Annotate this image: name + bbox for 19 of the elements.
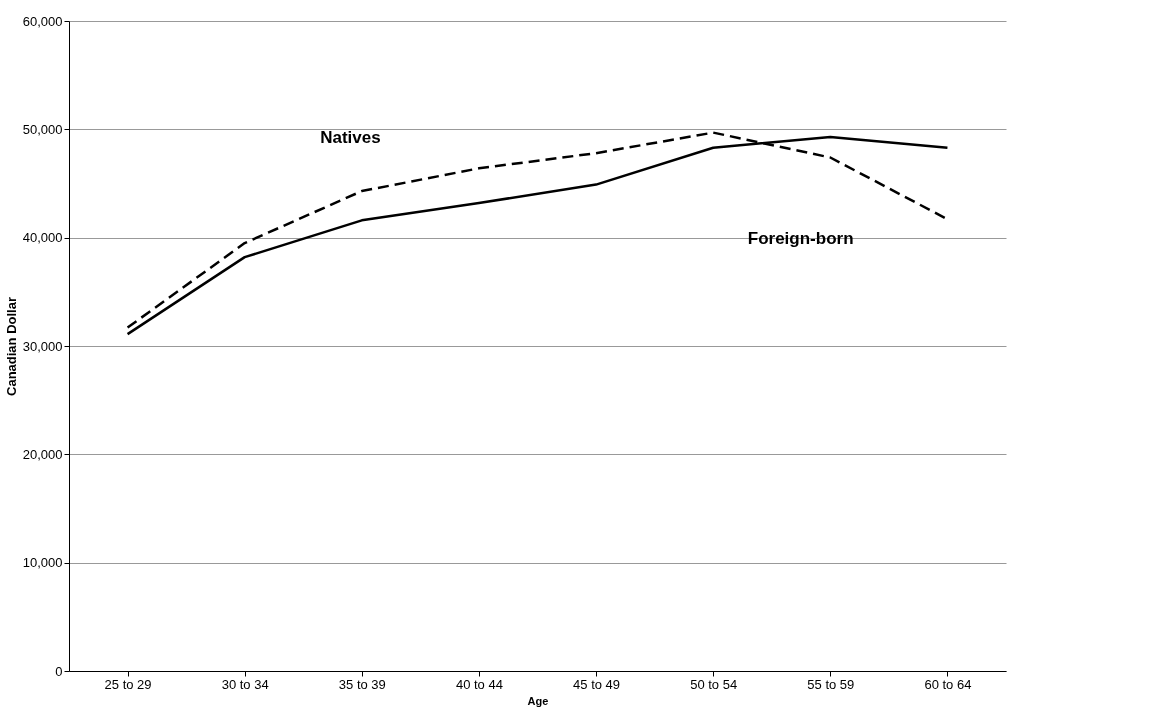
y-tick-label: 10,000 (22, 555, 63, 571)
y-tick-label: 20,000 (22, 446, 63, 462)
x-tick-label: 55 to 59 (807, 676, 855, 692)
x-axis-title: Age (527, 694, 549, 707)
y-tick-label: 50,000 (22, 121, 63, 137)
x-tick-label: 50 to 54 (690, 676, 738, 692)
x-tick-label: 45 to 49 (573, 676, 621, 692)
x-tick-label: 25 to 29 (104, 676, 152, 692)
x-tick-label: 60 to 64 (924, 676, 972, 692)
y-tick-label: 40,000 (22, 230, 63, 246)
y-axis-title: Canadian Dollar (3, 297, 19, 396)
y-tick-label: 60,000 (22, 13, 63, 29)
x-tick-label: 35 to 39 (338, 676, 386, 692)
x-tick-label: 30 to 34 (221, 676, 269, 692)
x-tick-label: 40 to 44 (455, 676, 503, 692)
annotation: Foreign-born (747, 228, 854, 248)
annotation: Natives (320, 128, 381, 147)
y-tick-label: 30,000 (22, 338, 63, 354)
y-tick-label: 0 (55, 663, 63, 679)
